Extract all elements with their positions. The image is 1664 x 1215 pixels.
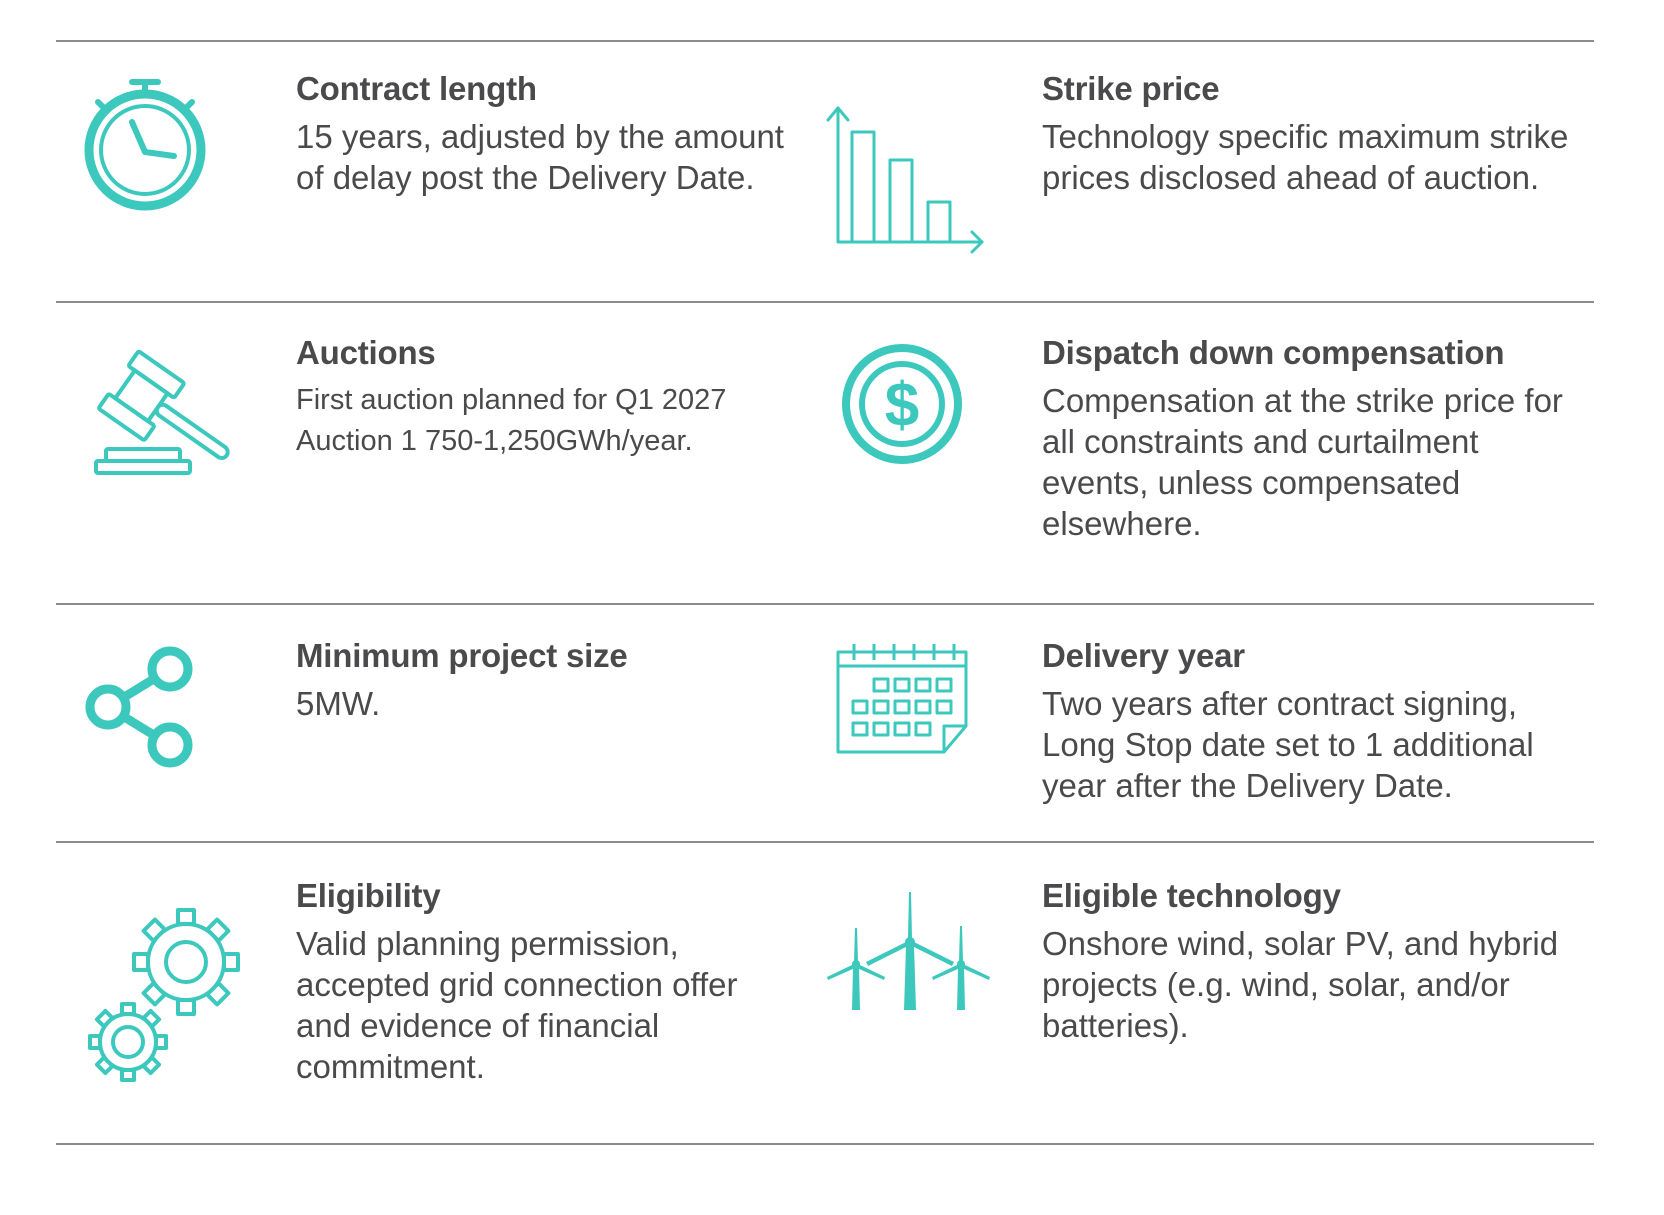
gears-icon — [88, 906, 243, 1082]
stopwatch-icon — [80, 76, 210, 216]
eligibility-block: Eligibility Valid planning permission, a… — [296, 875, 796, 1087]
item-title: Eligible technology — [1042, 877, 1341, 914]
item-body-line: First auction planned for Q1 2027 — [296, 384, 727, 416]
svg-text:$: $ — [885, 371, 919, 440]
item-title: Eligibility — [296, 877, 441, 914]
item-body: Onshore wind, solar PV, and hybrid proje… — [1042, 925, 1559, 1044]
item-title: Dispatch down compensation — [1042, 334, 1505, 371]
item-title: Auctions — [296, 334, 436, 371]
item-body: Two years after contract signing, Long S… — [1042, 685, 1534, 804]
calendar-icon — [836, 640, 970, 756]
dollar-coin-icon: $ — [840, 342, 964, 466]
dispatch-down-compensation-block: Dispatch down compensation Compensation … — [1042, 332, 1572, 544]
strike-price-block: Strike price Technology specific maximum… — [1042, 68, 1572, 198]
item-body-line: Auction 1 750-1,250GWh/year. — [296, 425, 693, 457]
contract-length-block: Contract length 15 years, adjusted by th… — [296, 68, 796, 198]
item-body: Valid planning permission, accepted grid… — [296, 925, 738, 1085]
gavel-icon — [92, 349, 242, 475]
divider — [56, 1143, 1594, 1145]
declining-bar-chart-icon — [824, 106, 989, 256]
item-body: Technology specific maximum strike price… — [1042, 118, 1569, 196]
item-title: Minimum project size — [296, 637, 628, 674]
divider — [56, 301, 1594, 303]
item-body: 5MW. — [296, 685, 381, 722]
item-body: Compensation at the strike price for all… — [1042, 382, 1563, 542]
eligible-technology-block: Eligible technology Onshore wind, solar … — [1042, 875, 1572, 1046]
item-title: Strike price — [1042, 70, 1220, 107]
share-icon — [82, 645, 200, 769]
item-title: Delivery year — [1042, 637, 1245, 674]
delivery-year-block: Delivery year Two years after contract s… — [1042, 635, 1572, 806]
divider — [56, 40, 1594, 42]
divider — [56, 841, 1594, 843]
item-body: 15 years, adjusted by the amount of dela… — [296, 118, 784, 196]
auctions-block: Auctions First auction planned for Q1 20… — [296, 332, 796, 462]
item-title: Contract length — [296, 70, 537, 107]
divider — [56, 603, 1594, 605]
wind-turbines-icon — [827, 890, 990, 1014]
minimum-project-size-block: Minimum project size 5MW. — [296, 635, 796, 724]
